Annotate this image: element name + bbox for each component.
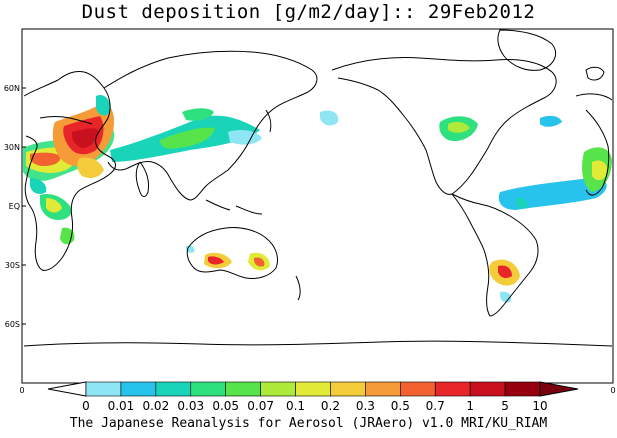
- lat-axis: 60N 30N EQ 30S 60S: [4, 84, 26, 329]
- colorbar-cell: [434, 381, 471, 397]
- map-title: Dust deposition [g/m2/day]:: 29Feb2012: [81, 1, 536, 23]
- colorbar-cell: [504, 381, 541, 397]
- lat-label-30n: 30N: [4, 143, 20, 152]
- colorbar-cell: [400, 381, 436, 397]
- colorbar-cell: [330, 381, 366, 397]
- lat-label-eq: EQ: [9, 202, 20, 211]
- colorbar-under-triangle: [47, 381, 87, 397]
- colorbar-label: 0.7: [426, 399, 445, 413]
- colorbar-cell: [190, 381, 226, 397]
- colorbar-cell: [85, 381, 122, 397]
- colorbar-label: 0.05: [212, 399, 239, 413]
- colorbar-cell: [469, 381, 506, 397]
- colorbar-label: 0.03: [177, 399, 204, 413]
- colorbar-label: 1: [466, 399, 474, 413]
- colorbar-cell: [365, 381, 401, 397]
- colorbar-cell: [120, 381, 157, 397]
- colorbar-cells: [85, 381, 541, 397]
- colorbar-label: 10: [532, 399, 547, 413]
- colorbar-label: 0.2: [321, 399, 340, 413]
- colorbar-cell: [225, 381, 261, 397]
- coastlines: [23, 29, 613, 347]
- edge-label-left: 0: [19, 386, 24, 395]
- colorbar-label: 5: [501, 399, 509, 413]
- colorbar-cell: [295, 381, 331, 397]
- colorbar-label: 0.3: [356, 399, 375, 413]
- colorbar-label: 0.1: [286, 399, 305, 413]
- edge-label-right: 0: [610, 386, 615, 395]
- colorbar-label: 0: [82, 399, 90, 413]
- colorbar-labels: 0 0.01 0.02 0.03 0.05 0.07 0.1 0.2 0.3 0.5 0.7 1 5 10: [82, 399, 547, 413]
- map-footer: The Japanese Reanalysis for Aerosol (JRA…: [69, 416, 548, 431]
- colorbar-label: 0.5: [391, 399, 410, 413]
- colorbar-cell: [155, 381, 192, 397]
- dust-shading: [23, 94, 612, 303]
- lat-label-60n: 60N: [4, 84, 20, 93]
- colorbar-over-triangle: [539, 381, 579, 397]
- colorbar-label: 0.02: [142, 399, 169, 413]
- lat-label-30s: 30S: [5, 261, 20, 270]
- colorbar-cell: [260, 381, 296, 397]
- colorbar-label: 0.01: [108, 399, 135, 413]
- colorbar: 0 0.01 0.02 0.03 0.05 0.07 0.1 0.2 0.3 0.5 0.7 1 5 10…: [19, 381, 616, 413]
- lat-label-60s: 60S: [5, 320, 20, 329]
- colorbar-label: 0.07: [247, 399, 274, 413]
